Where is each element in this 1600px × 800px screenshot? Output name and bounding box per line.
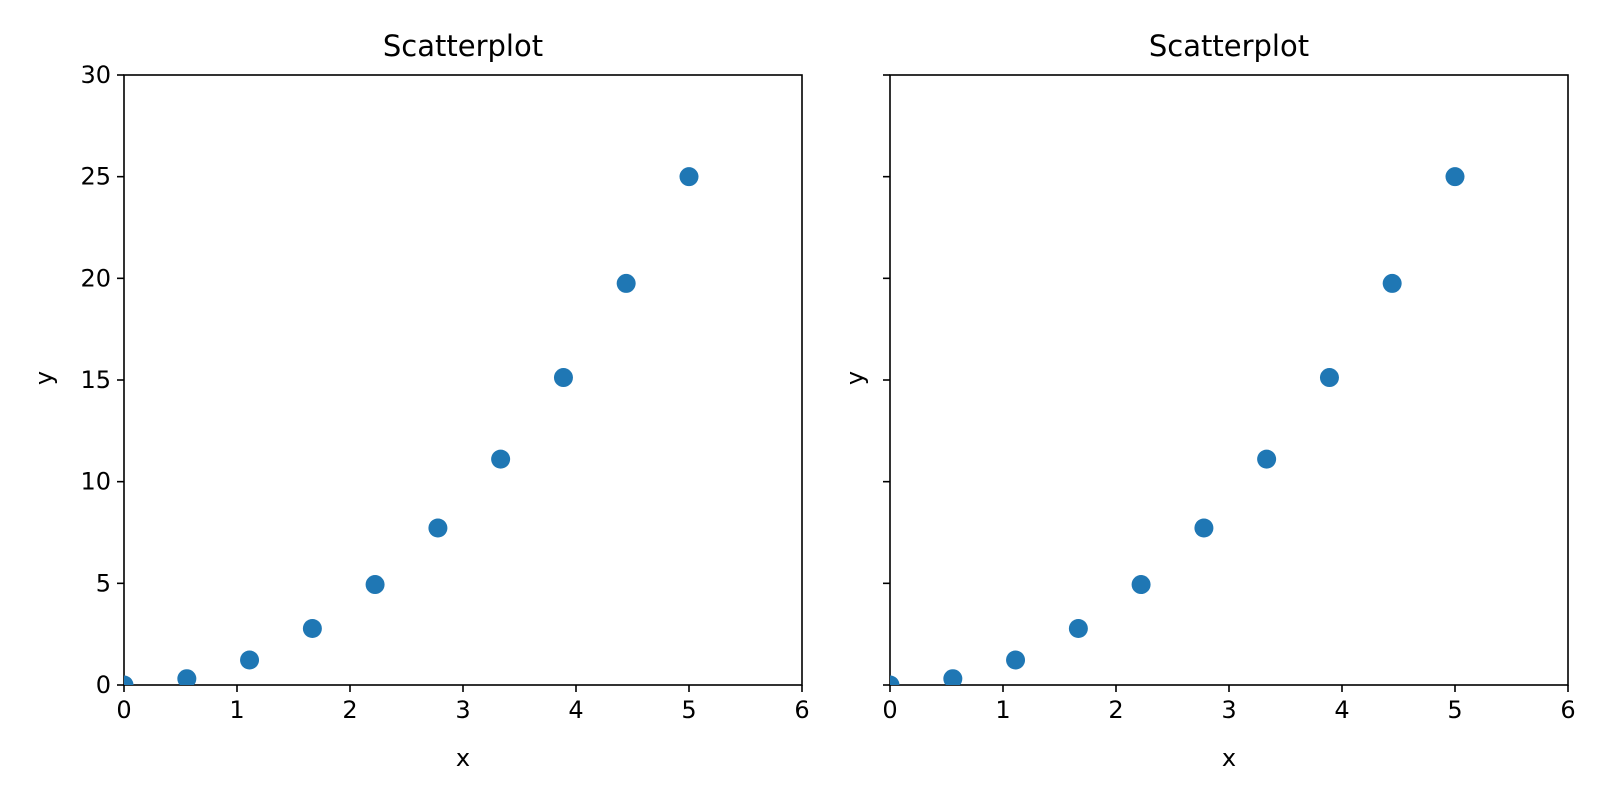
right-scatter-point: [890, 675, 900, 685]
left-x-tick-label: 2: [342, 696, 357, 724]
left-scatter-point: [365, 575, 385, 595]
left-scatter-point: [124, 675, 134, 685]
left-scatter-point: [679, 167, 699, 187]
left-scatter-point: [302, 618, 322, 638]
right-scatter-point: [943, 669, 963, 685]
left-x-tick-label: 5: [681, 696, 696, 724]
right-x-tick-label: 6: [1560, 696, 1575, 724]
left-y-tick-label: 10: [80, 468, 111, 496]
left-scatter-point: [553, 368, 573, 388]
left-scatterplot-panel: Scatterplot x y 0 1 2 3 4 5 6 0 5 10 15 20 25 30: [30, 29, 810, 772]
right-chart-title: Scatterplot: [1149, 29, 1309, 63]
right-x-tick-label: 3: [1221, 696, 1236, 724]
left-points: [124, 167, 699, 685]
left-chart-title: Scatterplot: [383, 29, 543, 63]
right-scatter-point: [1445, 167, 1465, 187]
left-scatter-point: [428, 518, 448, 538]
left-y-tick-label: 30: [80, 61, 111, 89]
left-scatter-point: [177, 669, 197, 685]
right-scatterplot-panel: Scatterplot x y 0 1 2 3 4 5 6: [841, 29, 1576, 772]
right-x-tick-label: 1: [995, 696, 1010, 724]
left-x-tick-label: 4: [568, 696, 583, 724]
left-y-tick-label: 5: [96, 569, 111, 597]
right-scatter-point: [1382, 273, 1402, 293]
left-x-tick-label: 0: [116, 696, 131, 724]
right-scatter-point: [1068, 618, 1088, 638]
right-scatter-point: [1194, 518, 1214, 538]
right-points: [890, 167, 1465, 685]
right-x-tick-label: 0: [882, 696, 897, 724]
left-x-axis-label: x: [456, 744, 470, 772]
right-scatter-point: [1006, 650, 1026, 670]
right-x-tick-label: 2: [1108, 696, 1123, 724]
right-x-tick-label: 5: [1447, 696, 1462, 724]
left-scatter-point: [491, 449, 511, 469]
right-scatter-point: [1319, 368, 1339, 388]
left-y-tick-label: 0: [96, 671, 111, 699]
left-scatter-point: [240, 650, 260, 670]
left-plot-frame: [123, 74, 803, 686]
right-x-tick-label: 4: [1334, 696, 1349, 724]
left-x-tick-label: 3: [455, 696, 470, 724]
left-y-axis-label: y: [30, 371, 58, 385]
left-x-tick-label: 6: [794, 696, 809, 724]
left-y-tick-label: 20: [80, 264, 111, 292]
right-plot-frame: [889, 74, 1569, 686]
left-scatter-point: [616, 273, 636, 293]
right-scatter-point: [1131, 575, 1151, 595]
right-y-axis-label: y: [841, 371, 869, 385]
left-y-tick-label: 15: [80, 366, 111, 394]
left-x-tick-label: 1: [229, 696, 244, 724]
left-y-tick-label: 25: [80, 163, 111, 191]
right-scatter-point: [1257, 449, 1277, 469]
right-x-axis-label: x: [1222, 744, 1236, 772]
